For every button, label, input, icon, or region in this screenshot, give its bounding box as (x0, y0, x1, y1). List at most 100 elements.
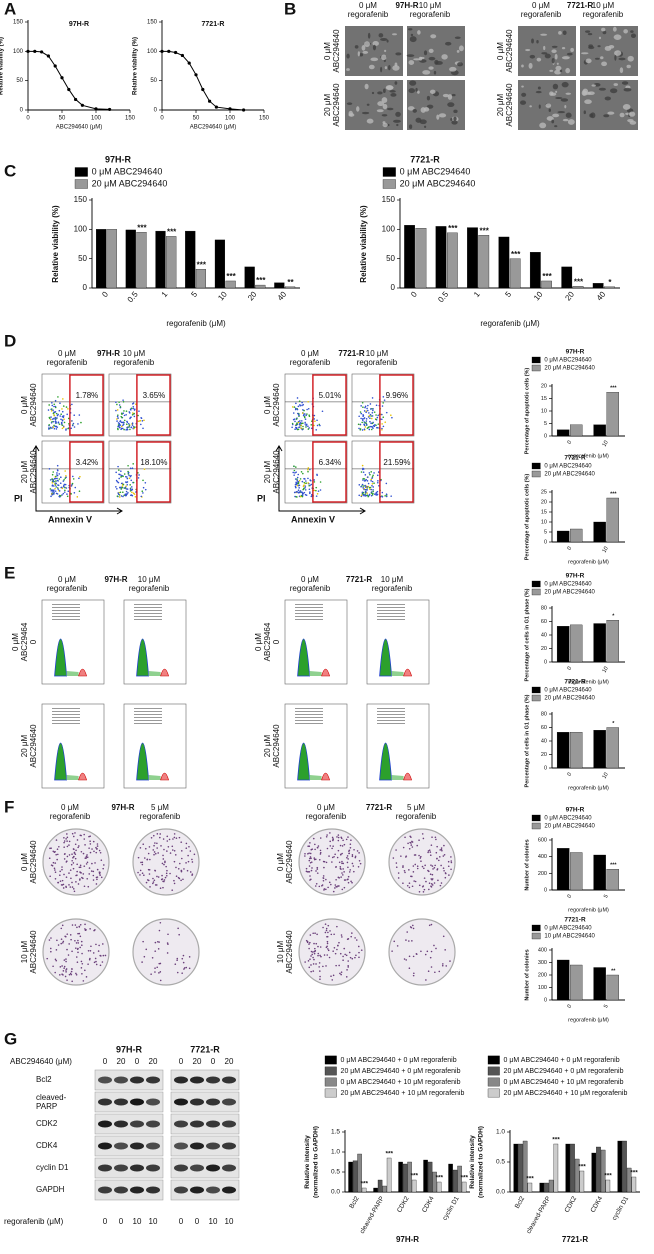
flow-dot (296, 476, 299, 479)
flow-dot (291, 426, 293, 429)
blot-band (206, 1164, 220, 1172)
gate (69, 374, 104, 436)
cell-shape (600, 56, 604, 60)
chart-title: 97H-R (566, 807, 585, 814)
colony (77, 939, 79, 942)
flow-dot (123, 419, 126, 422)
bar (561, 266, 573, 289)
colony (358, 859, 361, 862)
colony (56, 848, 59, 851)
colony (349, 843, 352, 846)
flow-dot (297, 421, 300, 424)
flow-dot (60, 418, 62, 421)
colony (154, 869, 157, 872)
colony (94, 957, 97, 960)
cell-shape (413, 58, 421, 61)
bar (604, 286, 615, 289)
flow-dot (48, 416, 51, 419)
colony (339, 853, 342, 856)
cell-shape (408, 124, 413, 129)
cell-shape (548, 108, 551, 112)
colony (76, 839, 79, 841)
colony (68, 854, 71, 856)
flow-dot (133, 427, 135, 430)
colony (185, 966, 188, 969)
stats-line (295, 607, 323, 608)
stats-line (134, 714, 162, 715)
colony (342, 839, 344, 842)
point (201, 87, 205, 92)
legend-swatch (531, 356, 541, 364)
y-axis-label: Percentage of apoptotic cells (%) (525, 474, 531, 561)
cell-shape (357, 51, 361, 57)
colony (173, 882, 176, 885)
bar (556, 732, 570, 769)
bar (96, 229, 107, 289)
colony (392, 857, 395, 859)
g1-peak (297, 742, 311, 781)
colony (63, 840, 66, 842)
flow-dot (376, 474, 379, 477)
protein-label: GAPDH (36, 1185, 65, 1194)
flow-dot (360, 405, 362, 407)
flow-dot (297, 482, 300, 484)
blot-strip (170, 1091, 240, 1113)
colony (88, 835, 90, 838)
y-tick-label: 300 (538, 960, 547, 966)
colony (143, 955, 146, 958)
colony (339, 952, 342, 955)
colony (331, 979, 334, 981)
colony (434, 836, 437, 839)
flow-dot (138, 474, 140, 476)
colony (429, 851, 432, 853)
cell-shape (426, 95, 431, 101)
colony (161, 862, 164, 865)
flow-dot (369, 486, 372, 489)
flow-dot (76, 496, 79, 498)
colony (410, 842, 412, 844)
colony (90, 870, 93, 872)
blot-band (222, 1076, 236, 1084)
flow-dot (294, 466, 297, 468)
colony (137, 856, 140, 859)
flow-dot (119, 491, 122, 494)
stats-line (52, 619, 80, 620)
cell-shape (555, 65, 562, 71)
colony (334, 853, 336, 856)
bar (570, 1143, 575, 1193)
row-label: ABC294640 (285, 840, 294, 884)
cell-shape (412, 108, 417, 113)
flow-dot (366, 480, 369, 482)
flow-dot (370, 492, 373, 494)
flow-dot (51, 402, 53, 404)
significance: ** (611, 968, 616, 974)
column-label: regorafenib (306, 812, 347, 821)
y-axis-label: (normalized to GAPDH) (312, 1126, 319, 1198)
y-tick-label: 20 (541, 646, 547, 652)
legend-label: 0 μM ABC294640 (92, 166, 163, 176)
flow-dot (117, 414, 119, 416)
cell-shape (445, 41, 452, 46)
flow-dot (303, 491, 306, 494)
flow-dot (67, 417, 70, 420)
cell-shape (430, 34, 437, 39)
colony (326, 847, 329, 850)
cell-shape (618, 57, 626, 61)
colony (54, 871, 57, 874)
colony (163, 863, 165, 866)
flow-dot (306, 413, 308, 415)
flow-dot (307, 468, 309, 471)
colony (63, 965, 66, 968)
colony (430, 844, 433, 846)
colony (402, 846, 405, 849)
cell-shape (584, 99, 592, 105)
cell-shape (410, 33, 414, 37)
colony (403, 869, 406, 872)
colony (166, 840, 169, 842)
colony (343, 879, 346, 881)
flow-dot (358, 484, 361, 486)
colony (75, 972, 77, 975)
row-label: 20 μM (20, 460, 29, 483)
colony (318, 962, 321, 964)
flow-dot (303, 481, 306, 484)
